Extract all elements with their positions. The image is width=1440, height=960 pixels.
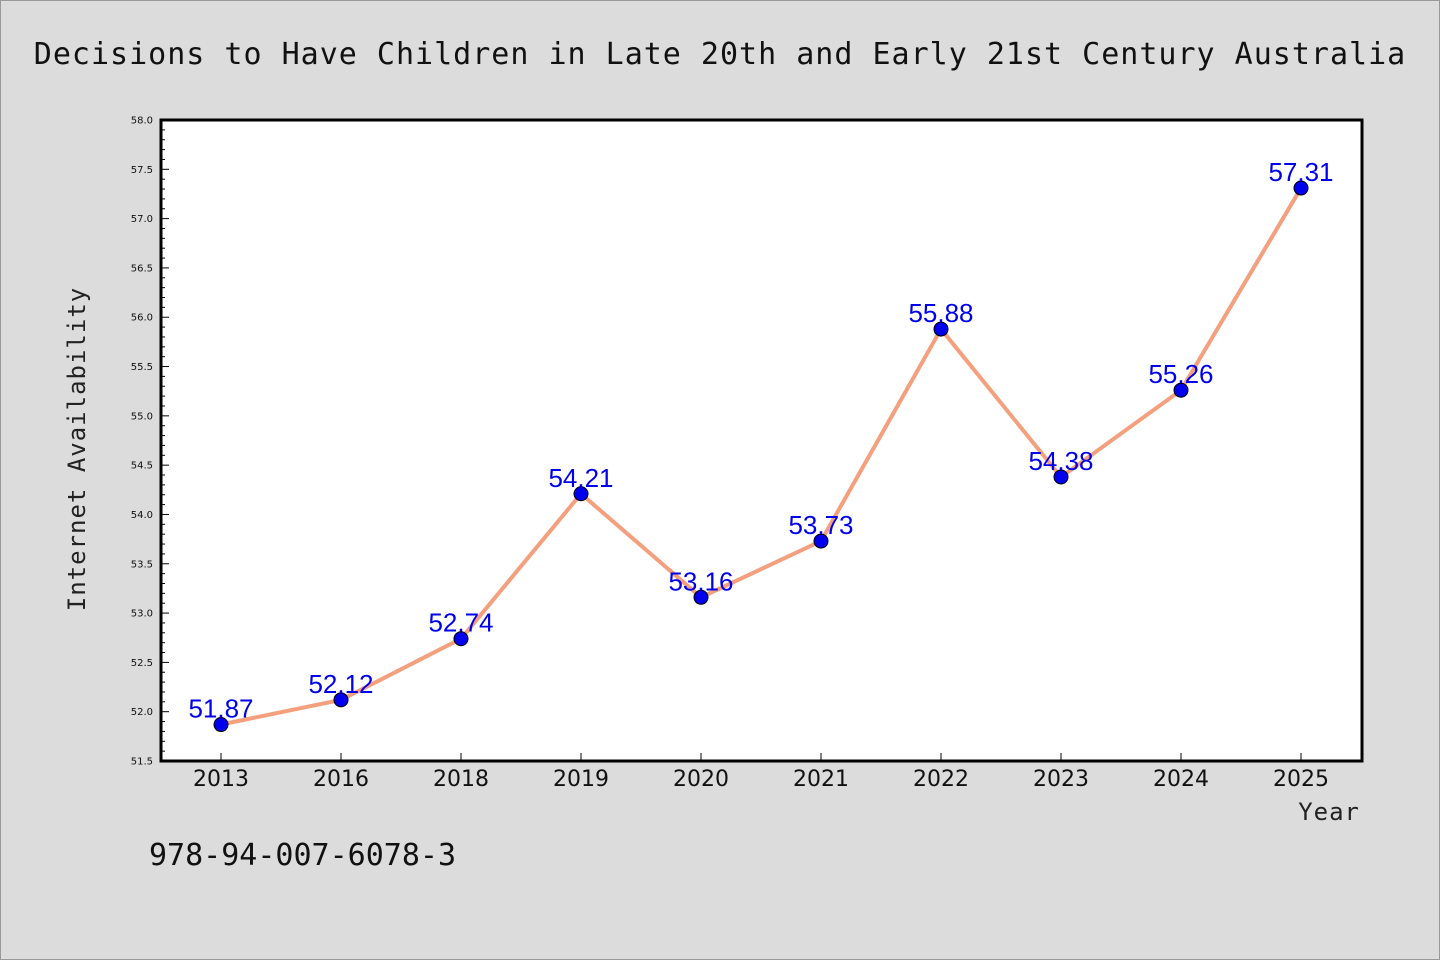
- data-label: 54.21: [548, 463, 613, 493]
- data-point: [1173, 382, 1189, 398]
- x-tick-label: 2024: [1153, 767, 1209, 792]
- y-tick-label: 57.5: [131, 165, 153, 176]
- x-tick-label: 2022: [913, 767, 969, 792]
- data-label: 51.87: [188, 694, 253, 724]
- y-axis-title: Internet Availability: [63, 287, 91, 611]
- data-label: 52.12: [308, 669, 373, 699]
- y-tick-label: 55.0: [131, 411, 153, 422]
- data-point: [1053, 469, 1069, 485]
- x-tick-label: 2013: [193, 767, 249, 792]
- data-label: 53.73: [788, 510, 853, 540]
- y-tick-label: 51.5: [131, 757, 153, 768]
- x-tick-label: 2023: [1033, 767, 1089, 792]
- data-point: [453, 631, 469, 647]
- y-tick-label: 58.0: [131, 116, 153, 127]
- y-tick-label: 54.0: [131, 510, 153, 521]
- x-tick-label: 2019: [553, 767, 609, 792]
- y-tick-label: 56.5: [131, 263, 153, 274]
- data-point: [573, 486, 589, 502]
- data-point: [1293, 180, 1309, 196]
- x-tick-label: 2025: [1273, 767, 1329, 792]
- data-label: 53.16: [668, 566, 733, 596]
- y-tick-label: 52.5: [131, 658, 153, 669]
- y-tick-label: 54.5: [131, 461, 153, 472]
- plot-area: [159, 118, 1364, 763]
- data-point: [813, 533, 829, 549]
- y-tick-label: 56.0: [131, 313, 153, 324]
- x-tick-label: 2021: [793, 767, 849, 792]
- y-tick-label: 53.5: [131, 559, 153, 570]
- y-tick-label: 52.0: [131, 707, 153, 718]
- x-axis-title: Year: [1298, 798, 1360, 826]
- y-tick-label: 57.0: [131, 214, 153, 225]
- x-tick-label: 2018: [433, 767, 489, 792]
- data-point: [933, 321, 949, 337]
- y-tick-label: 55.5: [131, 362, 153, 373]
- data-point: [213, 717, 229, 733]
- data-label: 52.74: [428, 608, 493, 638]
- data-label: 55.88: [908, 298, 973, 328]
- x-tick-label: 2016: [313, 767, 369, 792]
- chart-title: Decisions to Have Children in Late 20th …: [34, 37, 1406, 72]
- y-axis: 51.5 52.0 52.5 53.0 53.5 54.0 54.5 55.0 55.5 56.0…: [131, 116, 169, 768]
- data-point: [333, 692, 349, 708]
- data-label: 57.31: [1268, 157, 1333, 187]
- data-point: [693, 589, 709, 605]
- y-tick-label: 53.0: [131, 609, 153, 620]
- x-tick-label: 2020: [673, 767, 729, 792]
- x-axis: 2013 2016 2018 2019 2020 2021 2022 2023 2024 2025: [193, 753, 1329, 792]
- data-label: 54.38: [1028, 446, 1093, 476]
- data-label: 55.26: [1148, 359, 1213, 389]
- series-group: 51.87 52.12 52.74 54.21 53.16 53.73 55.88 54.38…: [188, 157, 1334, 733]
- isbn-label: 978-94-007-6078-3: [149, 838, 456, 873]
- series-line: [220, 187, 1303, 727]
